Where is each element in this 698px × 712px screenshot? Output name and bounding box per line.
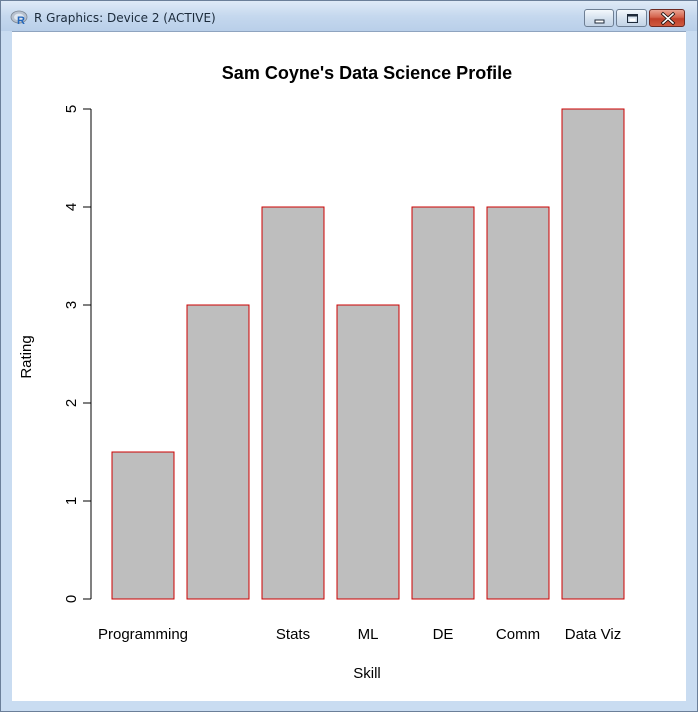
bar-2	[186, 304, 250, 600]
x-tick-labels: Programming Stats ML DE Comm Data Viz	[98, 626, 621, 643]
x-axis-label: Skill	[353, 665, 381, 682]
svg-text:R: R	[17, 15, 25, 26]
title-bar[interactable]: R R Graphics: Device 2 (ACTIVE)	[1, 1, 697, 31]
bars-group	[111, 108, 625, 600]
y-tick-label: 1	[63, 497, 80, 505]
x-tick-label: DE	[433, 626, 454, 643]
minimize-icon	[594, 19, 605, 24]
bar-5	[411, 206, 475, 600]
x-tick-label: ML	[358, 626, 379, 643]
minimize-button[interactable]	[584, 9, 614, 27]
x-tick-label: Stats	[276, 626, 310, 643]
bar-chart: Sam Coyne's Data Science Profile Skill R…	[18, 63, 625, 682]
close-button[interactable]	[649, 9, 685, 27]
x-tick-label: Data Viz	[565, 626, 621, 643]
bar-7	[561, 108, 625, 600]
y-tick-label: 0	[63, 595, 80, 603]
y-axis-label: Rating	[18, 335, 35, 378]
x-tick-label: Programming	[98, 626, 188, 643]
y-tick-label: 4	[63, 203, 80, 211]
x-tick-label: Comm	[496, 626, 540, 643]
window-title: R Graphics: Device 2 (ACTIVE)	[34, 11, 216, 25]
r-logo-icon: R	[10, 10, 28, 26]
y-tick-label: 3	[63, 301, 80, 309]
bar-1	[111, 451, 175, 600]
y-tick-label: 2	[63, 399, 80, 407]
bar-6	[486, 206, 550, 600]
close-icon	[660, 11, 676, 26]
maximize-button[interactable]	[616, 9, 647, 27]
bar-4	[336, 304, 400, 600]
chart-title: Sam Coyne's Data Science Profile	[222, 63, 512, 83]
maximize-icon	[627, 14, 638, 23]
y-tick-label: 5	[63, 105, 80, 113]
plot-area: Sam Coyne's Data Science Profile Skill R…	[12, 31, 686, 701]
bar-3	[261, 206, 325, 600]
y-axis: 0 1 2 3 4 5	[63, 105, 92, 603]
